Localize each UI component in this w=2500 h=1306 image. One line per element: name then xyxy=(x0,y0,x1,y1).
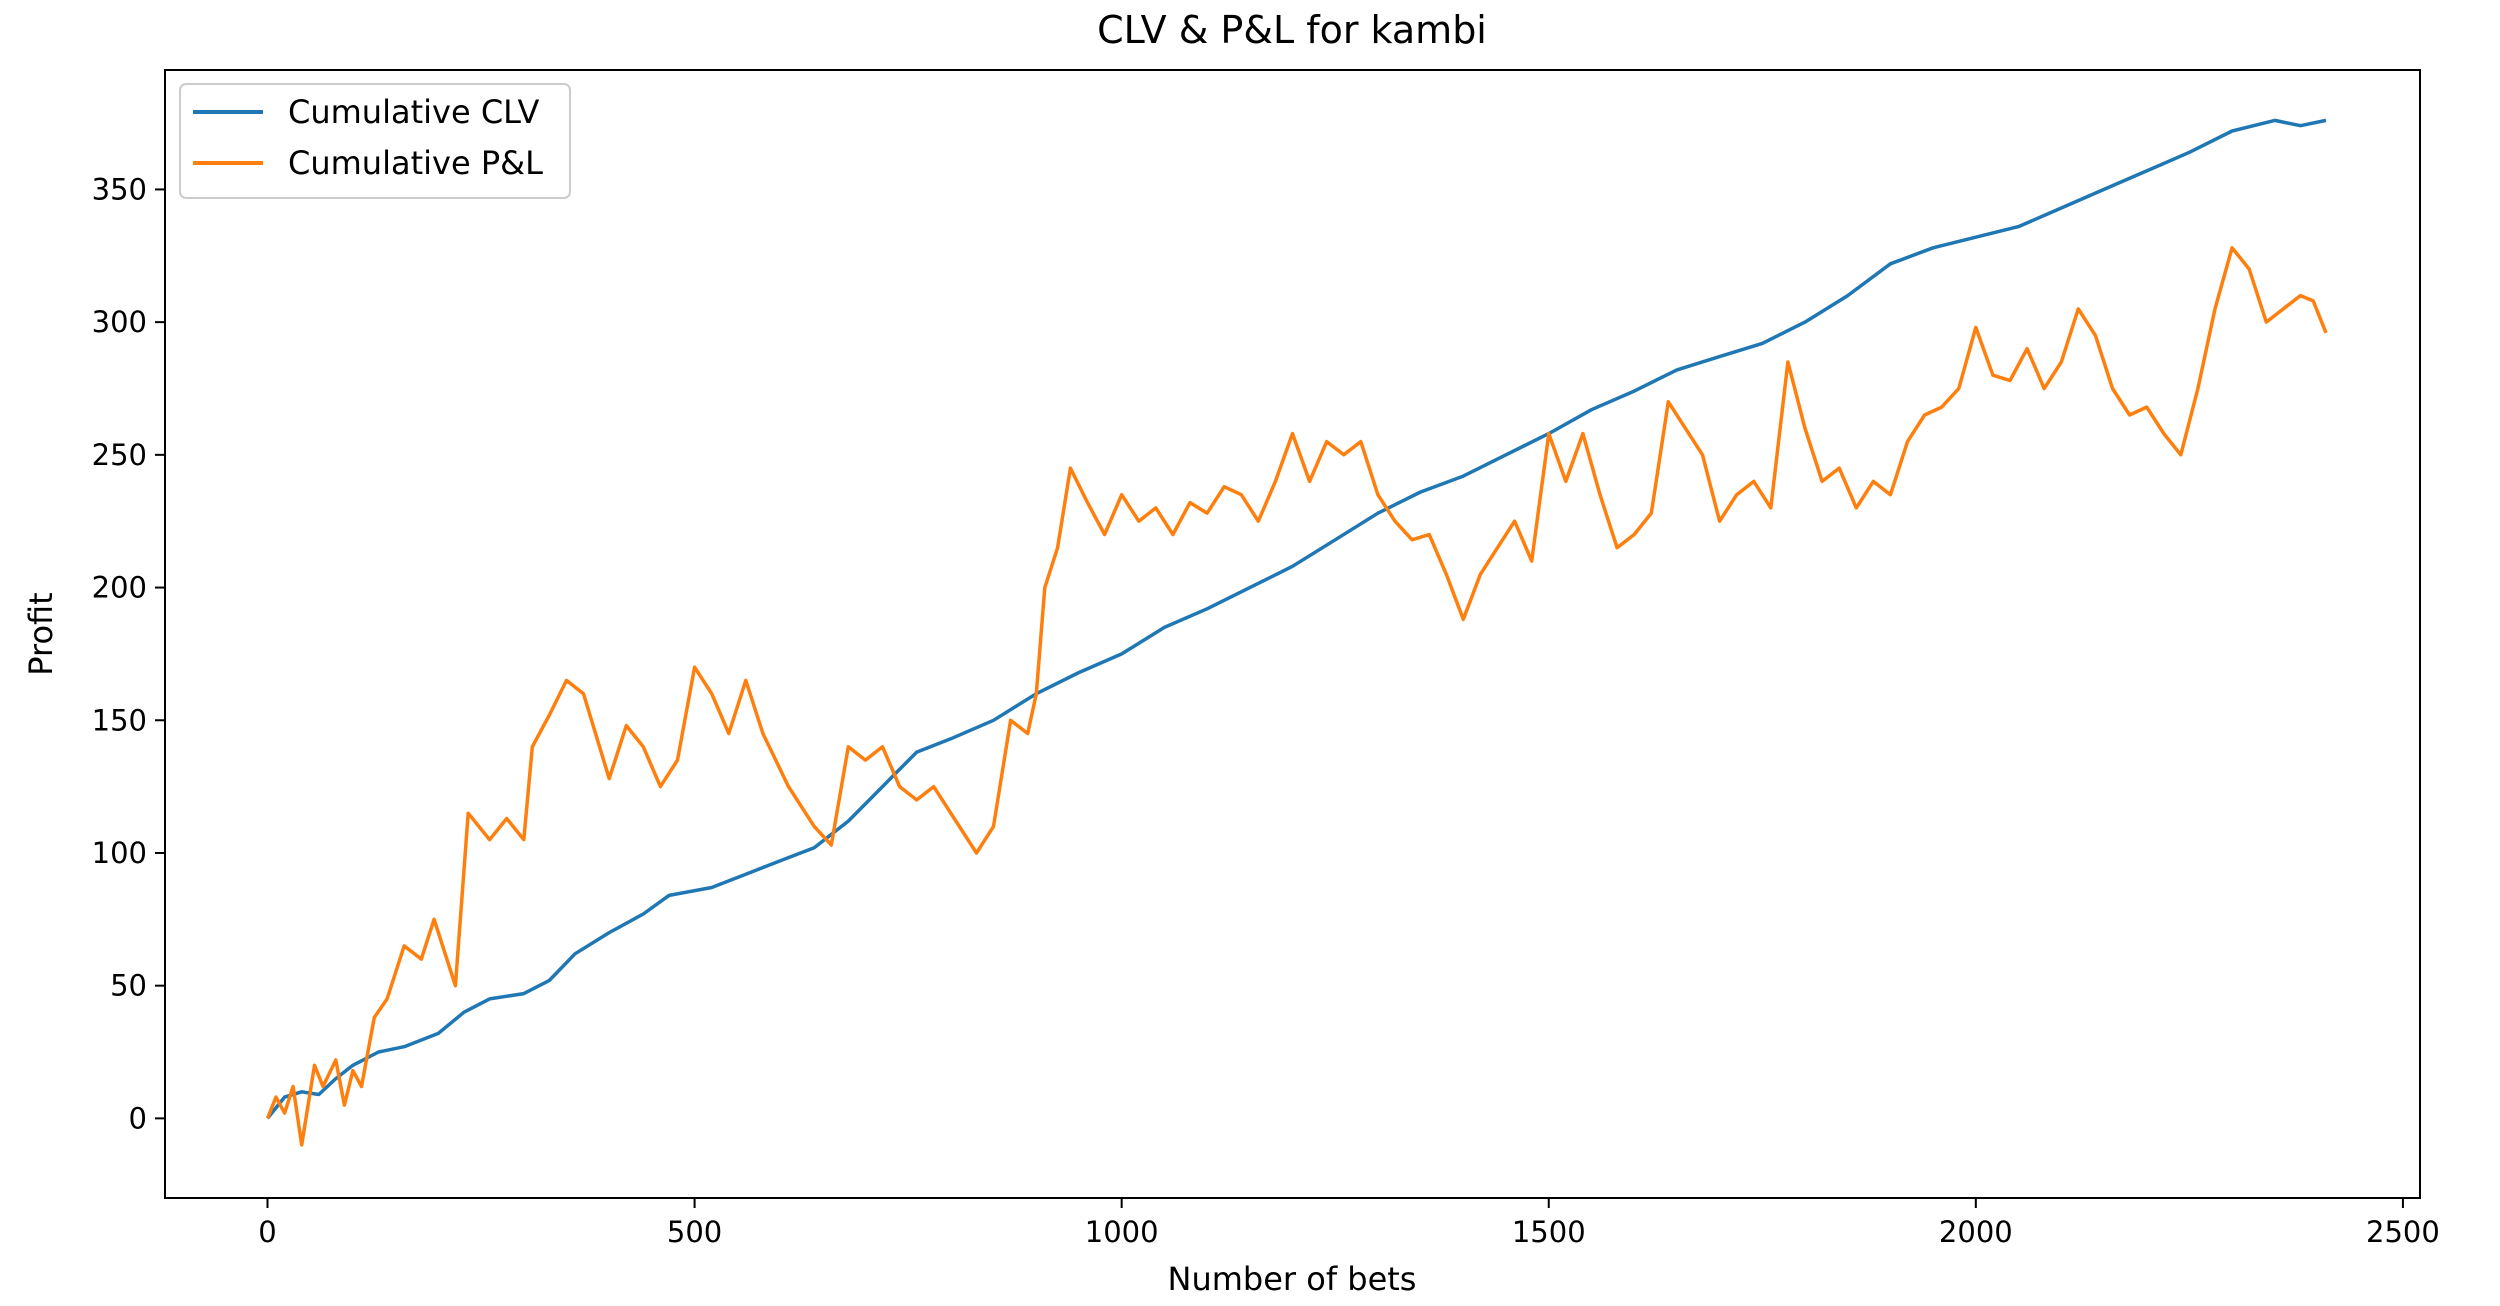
plot-frame xyxy=(164,69,2421,1199)
legend-label-clv: Cumulative CLV xyxy=(288,93,539,131)
x-axis: 0 500 1000 1500 2000 2500 xyxy=(258,1198,2440,1249)
series-line-cumulative-pnl xyxy=(265,246,2328,1147)
x-tick-label: 1500 xyxy=(1512,1215,1586,1249)
series-layer xyxy=(265,118,2328,1147)
x-tick-label: 2000 xyxy=(1939,1215,2013,1249)
y-tick-label: 50 xyxy=(110,969,147,1003)
legend-label-pnl: Cumulative P&L xyxy=(288,144,543,182)
chart-title: CLV & P&L for kambi xyxy=(1097,8,1487,52)
y-tick-label: 100 xyxy=(92,836,147,870)
legend: Cumulative CLV Cumulative P&L xyxy=(179,83,571,199)
series-line-cumulative-clv xyxy=(266,118,2327,1120)
y-tick-label: 0 xyxy=(129,1101,147,1135)
plot-area xyxy=(164,69,2421,1199)
y-tick-label: 200 xyxy=(92,571,147,605)
y-axis-label: Profit xyxy=(22,592,60,675)
y-axis: 0 50 100 150 200 250 300 350 xyxy=(92,172,165,1135)
x-axis-label: Number of bets xyxy=(1168,1260,1417,1298)
y-tick-label: 150 xyxy=(92,703,147,737)
x-tick-label: 1000 xyxy=(1085,1215,1159,1249)
x-tick-label: 0 xyxy=(258,1215,276,1249)
y-tick-label: 300 xyxy=(92,305,147,339)
y-tick-label: 250 xyxy=(92,438,147,472)
x-tick-label: 500 xyxy=(667,1215,722,1249)
x-tick-label: 2500 xyxy=(2366,1215,2440,1249)
y-tick-label: 350 xyxy=(92,172,147,206)
legend-box xyxy=(179,83,571,199)
